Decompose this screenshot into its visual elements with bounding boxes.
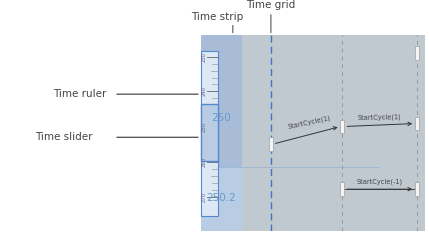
Bar (201, 35, 242, 167)
Text: 230: 230 (201, 52, 206, 62)
Bar (201, 35, 242, 231)
Text: 250: 250 (211, 113, 231, 123)
Text: Time grid: Time grid (246, 0, 296, 10)
Text: StartCycle(1): StartCycle(1) (358, 114, 402, 121)
Bar (415, 117, 419, 131)
Bar (201, 51, 218, 216)
Text: Time ruler: Time ruler (53, 89, 106, 99)
Bar (269, 137, 273, 151)
Bar (341, 120, 344, 133)
Bar (415, 182, 419, 196)
Text: 250.2: 250.2 (206, 193, 236, 203)
Text: 240: 240 (201, 86, 206, 96)
Text: 250: 250 (201, 121, 206, 131)
Bar (341, 182, 344, 196)
Text: Time slider: Time slider (35, 132, 92, 142)
Text: StartCycle(-1): StartCycle(-1) (357, 179, 403, 185)
Text: StartCycle(1): StartCycle(1) (288, 115, 332, 131)
Bar (201, 104, 218, 161)
Text: 260: 260 (201, 157, 206, 167)
Bar (415, 46, 419, 60)
Text: 270: 270 (201, 192, 206, 202)
Bar (201, 35, 425, 231)
Text: Time strip: Time strip (191, 12, 243, 22)
